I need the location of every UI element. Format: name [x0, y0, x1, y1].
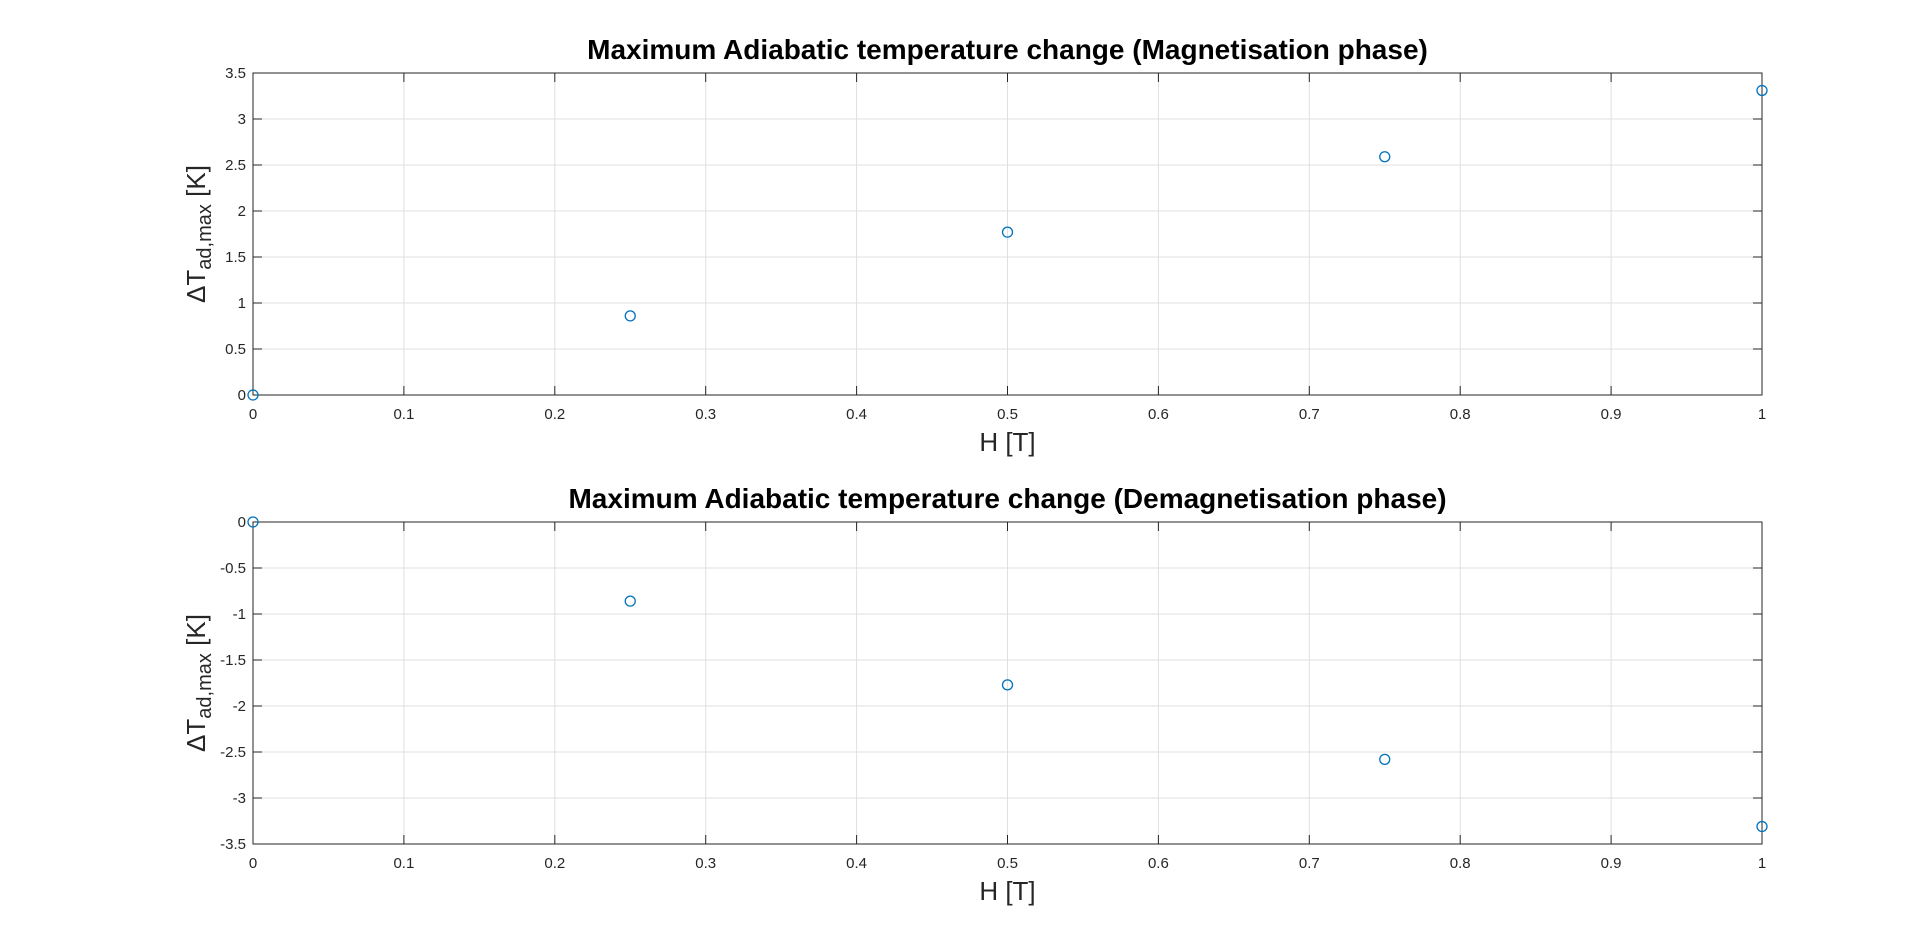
y-tick-label: 0 — [238, 514, 246, 531]
data-point — [247, 389, 259, 401]
y-tick-label: 0 — [238, 387, 246, 404]
y-tick-label: -1.5 — [220, 652, 246, 669]
x-tick-label: 0.2 — [544, 406, 565, 423]
y-axis-label-subscript: ad,max — [194, 204, 216, 270]
x-tick-label: 0.6 — [1148, 406, 1169, 423]
x-tick-label: 0.4 — [846, 406, 867, 423]
grid-lines — [252, 72, 1763, 396]
x-tick-label: 0.3 — [695, 855, 716, 872]
data-point — [1001, 679, 1014, 691]
x-axis-label: H [T] — [979, 427, 1035, 457]
x-tick-label: 0.5 — [997, 406, 1018, 423]
chart-title: Maximum Adiabatic temperature change (De… — [568, 483, 1446, 514]
data-point — [1756, 84, 1768, 97]
x-tick-label: 1 — [1758, 406, 1766, 423]
x-tick-labels: 0 0.1 0.2 0.3 0.4 0.5 0.6 0.7 0.8 0.9 1 — [249, 855, 1766, 872]
magnetisation-chart: 0 0.1 0.2 0.3 0.4 0.5 0.6 0.7 0.8 0.9 1 0 0.5 1 1.5 2 2… — [181, 34, 1768, 457]
x-tick-label: 0 — [249, 406, 257, 423]
y-tick-label: -0.5 — [220, 560, 246, 577]
y-tick-label: 2 — [238, 203, 246, 220]
y-axis-label-subscript: ad,max — [194, 653, 216, 719]
x-tick-label: 0 — [249, 855, 257, 872]
data-point — [247, 516, 259, 528]
x-tick-label: 0.1 — [393, 855, 414, 872]
data-point — [1001, 226, 1014, 238]
y-axis-label: ΔTad,max [K] — [181, 614, 216, 752]
x-tick-labels: 0 0.1 0.2 0.3 0.4 0.5 0.6 0.7 0.8 0.9 1 — [249, 406, 1766, 423]
y-axis-label: ΔTad,max [K] — [181, 165, 216, 303]
y-tick-label: 1.5 — [225, 249, 246, 266]
y-tick-label: 1 — [238, 295, 246, 312]
tick-marks — [252, 72, 1763, 396]
data-points — [247, 84, 1768, 401]
demagnetisation-chart: 0 0.1 0.2 0.3 0.4 0.5 0.6 0.7 0.8 0.9 1 0 -0.5 -1 -1.… — [181, 483, 1768, 906]
x-tick-label: 0.6 — [1148, 855, 1169, 872]
x-tick-label: 0.9 — [1601, 855, 1622, 872]
y-tick-labels: 0 -0.5 -1 -1.5 -2 -2.5 -3 -3.5 — [220, 514, 246, 853]
y-tick-labels: 0 0.5 1 1.5 2 2.5 3 3.5 — [225, 65, 246, 404]
x-tick-label: 0.2 — [544, 855, 565, 872]
chart-title: Maximum Adiabatic temperature change (Ma… — [587, 34, 1428, 65]
x-tick-label: 0.9 — [1601, 406, 1622, 423]
y-axis-label-main: ΔT — [181, 719, 211, 752]
x-tick-label: 0.7 — [1299, 406, 1320, 423]
y-tick-label: 3.5 — [225, 65, 246, 82]
x-tick-label: 0.1 — [393, 406, 414, 423]
y-tick-label: -2.5 — [220, 744, 246, 761]
x-tick-label: 1 — [1758, 855, 1766, 872]
x-axis-label: H [T] — [979, 876, 1035, 906]
data-point — [1756, 820, 1768, 833]
data-points — [247, 516, 1768, 833]
y-axis-label-main: ΔT — [181, 270, 211, 303]
x-tick-label: 0.3 — [695, 406, 716, 423]
grid-lines — [252, 521, 1763, 845]
data-point — [1379, 151, 1391, 163]
x-tick-label: 0.8 — [1450, 855, 1471, 872]
data-point — [624, 595, 636, 607]
y-tick-label: -3 — [233, 790, 246, 807]
y-axis-label-unit: [K] — [181, 165, 211, 204]
data-point — [1379, 753, 1391, 766]
x-tick-label: 0.4 — [846, 855, 867, 872]
tick-marks — [252, 521, 1763, 845]
y-tick-label: 0.5 — [225, 341, 246, 358]
x-tick-label: 0.5 — [997, 855, 1018, 872]
x-tick-label: 0.8 — [1450, 406, 1471, 423]
y-axis-label-unit: [K] — [181, 614, 211, 653]
y-tick-label: -2 — [233, 698, 246, 715]
x-tick-label: 0.7 — [1299, 855, 1320, 872]
y-tick-label: 2.5 — [225, 157, 246, 174]
y-tick-label: 3 — [238, 111, 246, 128]
data-point — [624, 310, 636, 322]
y-tick-label: -1 — [233, 606, 246, 623]
y-tick-label: -3.5 — [220, 836, 246, 853]
